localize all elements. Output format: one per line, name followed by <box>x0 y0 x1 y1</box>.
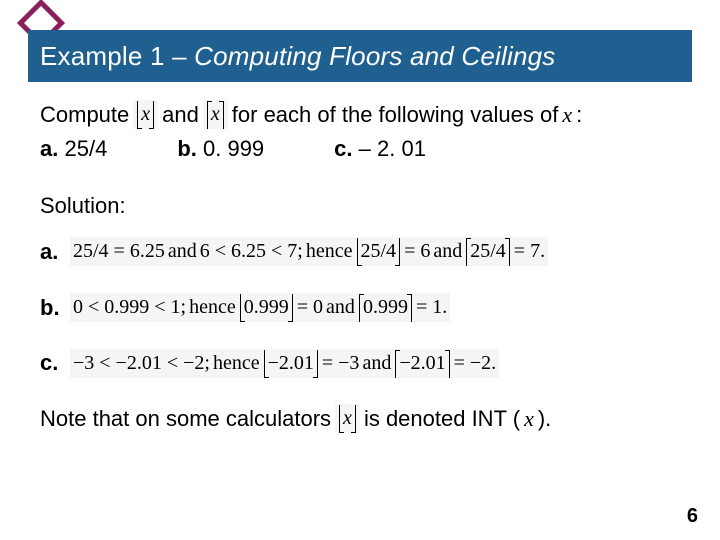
prompt-line: Compute x and x for each of the followin… <box>40 100 680 130</box>
note-mid: is denoted INT ( <box>364 404 520 434</box>
ceil-x-symbol: x <box>203 100 228 129</box>
note-line: Note that on some calculators x is denot… <box>40 404 680 434</box>
slide-title: Example 1 – Computing Floors and Ceiling… <box>40 41 555 72</box>
solution-b-label: b. <box>40 293 62 323</box>
solution-c-label: c. <box>40 348 62 378</box>
solution-label: Solution: <box>40 191 680 221</box>
subpart-c: c. – 2. 01 <box>334 134 426 164</box>
solution-a-label: a. <box>40 237 62 267</box>
note-lead: Note that on some calculators <box>40 404 331 434</box>
content-area: Compute x and x for each of the followin… <box>40 100 680 434</box>
prompt-tail1: for each of the following values of <box>232 100 559 130</box>
subparts-row: a. 25/4 b. 0. 999 c. – 2. 01 <box>40 134 680 164</box>
subpart-a: a. 25/4 <box>40 134 107 164</box>
solution-a-math: 25/4 = 6.25 and 6 < 6.25 < 7; hence 25/4… <box>70 237 548 266</box>
solution-c: c. −3 < −2.01 < −2; hence −2.01 = −3 and… <box>40 348 680 378</box>
prompt-xvar: x <box>562 100 572 130</box>
title-prefix: Example 1 – <box>40 41 194 71</box>
solution-b: b. 0 < 0.999 < 1; hence 0.999 = 0 and 0.… <box>40 293 680 323</box>
solution-b-math: 0 < 0.999 < 1; hence 0.999 = 0 and 0.999… <box>70 293 450 322</box>
floor-x-symbol: x <box>133 100 158 129</box>
title-bar: Example 1 – Computing Floors and Ceiling… <box>28 30 692 82</box>
note-floor-x-symbol: x <box>335 404 360 433</box>
note-tail: ). <box>538 404 551 434</box>
prompt-and: and <box>162 100 199 130</box>
subpart-b: b. 0. 999 <box>177 134 264 164</box>
page-number: 6 <box>687 505 698 528</box>
solution-a: a. 25/4 = 6.25 and 6 < 6.25 < 7; hence 2… <box>40 237 680 267</box>
note-xvar: x <box>524 404 534 434</box>
prompt-tail2: : <box>576 100 582 130</box>
prompt-lead: Compute <box>40 100 129 130</box>
solution-c-math: −3 < −2.01 < −2; hence −2.01 = −3 and −2… <box>70 349 499 378</box>
title-italic: Computing Floors and Ceilings <box>194 41 555 71</box>
